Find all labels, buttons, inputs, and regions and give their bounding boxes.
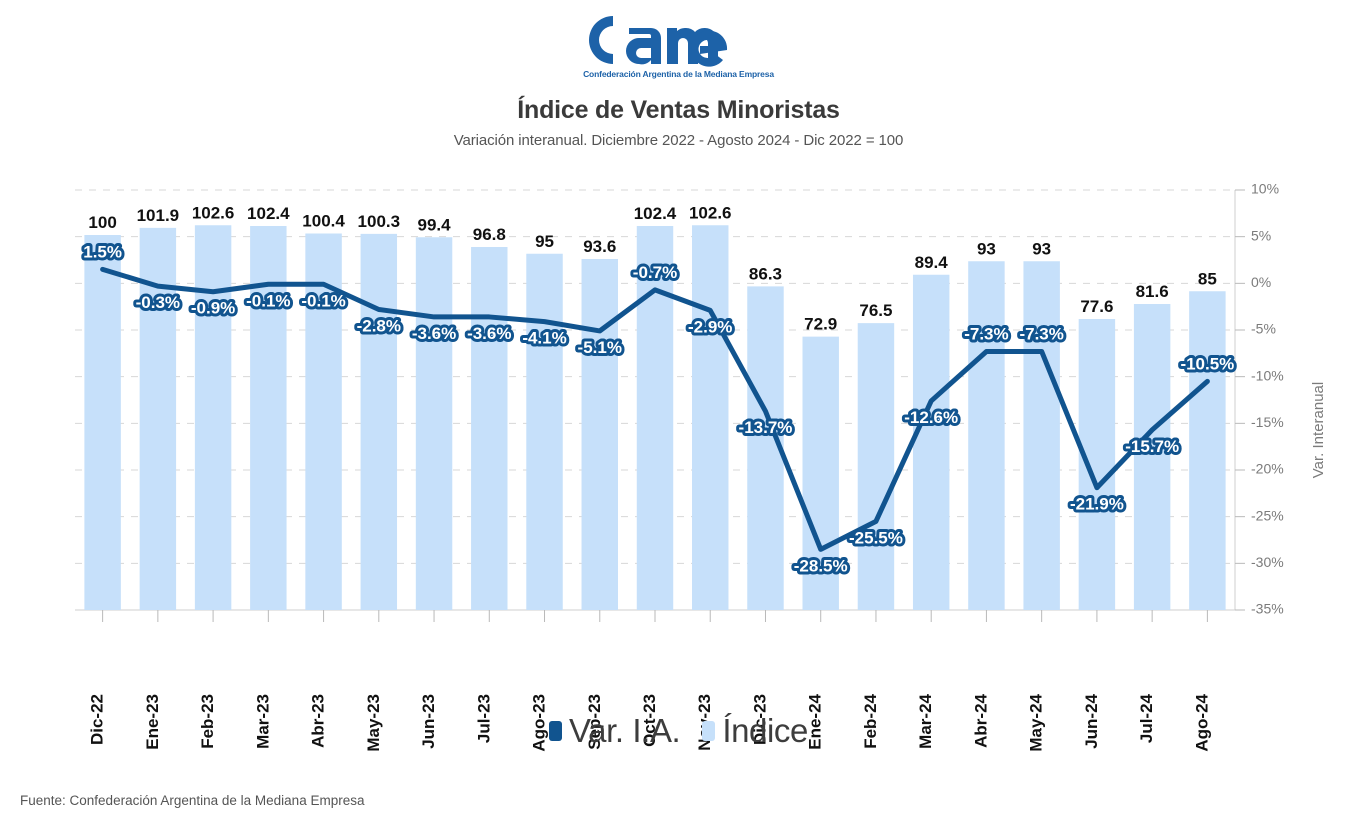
y-tick-label: -10% — [1251, 367, 1284, 383]
bar-value-label: 77.6 — [1080, 297, 1113, 316]
bar[interactable] — [305, 233, 342, 611]
y-axis-title: Var. Interanual — [1310, 382, 1327, 478]
bar[interactable] — [1189, 291, 1226, 610]
pct-value-label: -3.6% — [412, 324, 456, 343]
bar-value-label: 85 — [1198, 269, 1217, 288]
bar-value-label: 93 — [977, 239, 996, 258]
bar-value-label: 100 — [88, 213, 116, 232]
pct-value-label: -2.9% — [688, 317, 732, 336]
bar[interactable] — [1078, 319, 1116, 610]
pct-value-label: -7.3% — [964, 324, 1008, 343]
bar[interactable] — [526, 253, 563, 610]
legend-item-indice[interactable]: Índice — [702, 712, 808, 750]
legend-swatch-indice — [702, 721, 716, 741]
pct-value-label: -28.5% — [794, 556, 848, 575]
came-logo-mark — [589, 16, 728, 67]
bar-value-label: 89.4 — [915, 253, 949, 272]
y-tick-label: 0% — [1251, 274, 1271, 290]
bar-value-label: 72.9 — [804, 315, 837, 334]
pct-value-label: -0.1% — [246, 291, 290, 310]
pct-value-label: -21.9% — [1070, 495, 1124, 514]
pct-value-label: -12.6% — [904, 408, 958, 427]
bar-value-label: 93.6 — [583, 237, 616, 256]
bar-value-label: 93 — [1032, 239, 1051, 258]
pct-value-label: -10.5% — [1180, 354, 1234, 373]
bar-value-label: 81.6 — [1136, 282, 1169, 301]
bar-value-label: 100.3 — [358, 212, 401, 231]
pct-value-label: -7.3% — [1019, 324, 1063, 343]
bar-value-label: 86.3 — [749, 264, 782, 283]
bar[interactable] — [250, 226, 287, 610]
pct-value-label: -0.1% — [301, 291, 345, 310]
line-series — [100, 266, 1210, 552]
y-tick-label: -5% — [1251, 321, 1276, 337]
pct-value-label: -0.7% — [633, 263, 677, 282]
pct-value-label: -0.9% — [191, 299, 235, 318]
legend-label-indice: Índice — [722, 712, 808, 749]
bar[interactable] — [692, 225, 729, 610]
bar[interactable] — [912, 274, 950, 610]
bar[interactable] — [471, 247, 508, 610]
bar[interactable] — [802, 336, 839, 610]
y-tick-label: 5% — [1251, 227, 1271, 243]
bar[interactable] — [360, 233, 398, 610]
bar[interactable] — [1133, 304, 1171, 610]
bar-value-label: 95 — [535, 232, 554, 251]
bar[interactable] — [747, 286, 784, 610]
bar[interactable] — [84, 235, 121, 610]
pct-value-label: -2.8% — [357, 316, 401, 335]
logo-tagline: Confederación Argentina de la Mediana Em… — [583, 69, 774, 79]
legend-label-var-ia: Var. I.A. — [568, 712, 681, 749]
line-value-labels: 1.5%-0.3% -0.9% -0.1% -0.1%-2.8% -3.6% -3.6% -… — [80, 239, 1237, 578]
bar[interactable] — [139, 227, 177, 610]
y-axis-ticks: 10% 5% 0% -5% -10% -15% -20% -25% -30% -35% — [1235, 181, 1284, 617]
y-tick-label: 10% — [1251, 181, 1279, 197]
bar-value-labels: 100 101.9 102.6 102.4 100.4 100.3 99.4 96.8 95 93… — [88, 203, 1216, 333]
bar[interactable] — [581, 259, 618, 610]
bar[interactable] — [857, 323, 895, 610]
bar-value-label: 99.4 — [418, 215, 452, 234]
bar-value-label: 101.9 — [137, 206, 180, 225]
legend-item-var-ia[interactable]: Var. I.A. — [548, 712, 681, 750]
came-logo: Confederación Argentina de la Mediana Em… — [583, 12, 774, 79]
chart-subtitle: Variación interanual. Diciembre 2022 - A… — [453, 132, 904, 149]
y-tick-label: -35% — [1251, 601, 1284, 617]
y-tick-label: -30% — [1251, 554, 1284, 570]
pct-value-label: -0.3% — [136, 293, 180, 312]
bar[interactable] — [194, 225, 232, 610]
pct-value-label: -5.1% — [578, 338, 622, 357]
pct-value-label: -13.7% — [739, 418, 793, 437]
pct-value-label: 1.5% — [83, 242, 122, 261]
y-tick-label: -20% — [1251, 461, 1284, 477]
var-ia-line[interactable] — [100, 266, 1210, 552]
bar[interactable] — [636, 226, 674, 610]
bar[interactable] — [968, 261, 1005, 610]
chart-header: Confederación Argentina de la Mediana Em… — [0, 0, 1357, 149]
pct-value-label: -25.5% — [849, 528, 903, 547]
bar-value-label: 102.6 — [689, 203, 732, 222]
bar-series — [84, 225, 1226, 611]
bar-value-label: 96.8 — [473, 225, 506, 244]
pct-value-label: -3.6% — [467, 324, 511, 343]
bar[interactable] — [415, 237, 453, 610]
chart-title: Índice de Ventas Minoristas — [517, 96, 840, 124]
source-note: Fuente: Confederación Argentina de la Me… — [20, 793, 365, 808]
y-tick-label: -25% — [1251, 507, 1284, 523]
legend-swatch-var-ia — [548, 721, 562, 741]
bar[interactable] — [1023, 261, 1060, 610]
chart-legend: Var. I.A. Índice — [0, 712, 1357, 750]
pct-value-label: -15.7% — [1125, 437, 1179, 456]
bar-value-label: 102.4 — [247, 204, 290, 223]
bar-value-label: 76.5 — [859, 301, 892, 320]
bar-value-label: 100.4 — [302, 212, 345, 231]
bar-value-label: 102.4 — [634, 204, 677, 223]
gridlines — [75, 189, 1236, 611]
pct-value-label: -4.1% — [522, 329, 566, 348]
y-tick-label: -15% — [1251, 414, 1284, 430]
bar-value-label: 102.6 — [192, 203, 235, 222]
